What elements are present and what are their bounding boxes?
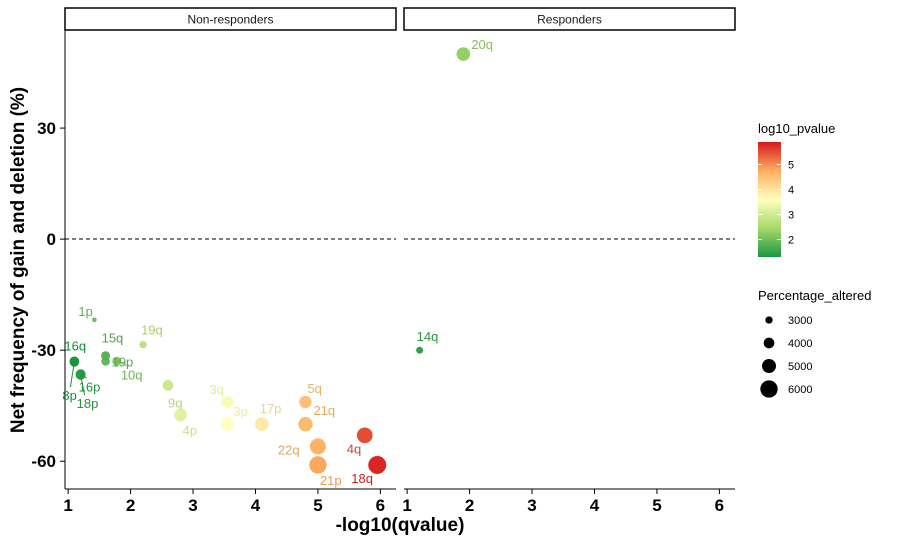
size-legend-label: 6000 (788, 384, 812, 396)
point-label-20q: 20q (471, 37, 493, 52)
data-point-17p (254, 417, 269, 432)
leader-line (116, 360, 130, 367)
x-tick-label: 6 (376, 496, 385, 515)
x-tick-label: 2 (465, 496, 474, 515)
data-point-3q (221, 395, 234, 409)
point-label-1p: 1p (78, 304, 92, 319)
data-point-1p (92, 317, 97, 323)
y-tick-label: 30 (37, 119, 56, 138)
size-legend-label: 4000 (788, 338, 812, 350)
data-point-9q (162, 380, 174, 391)
point-label-5q: 5q (307, 381, 321, 396)
color-legend: log10_pvalue 2 3 4 5 (758, 121, 835, 257)
size-legend-key (760, 380, 778, 398)
point-label-10q: 10q (121, 367, 143, 382)
data-point-15q (101, 351, 111, 361)
point-label-22q: 22q (278, 442, 300, 457)
x-tick-label: 3 (188, 496, 197, 515)
data-point-14q (416, 346, 424, 354)
size-legend-label: 5000 (788, 361, 812, 373)
color-bar (758, 142, 781, 257)
data-point-19q (139, 340, 147, 349)
size-legend-key (765, 316, 773, 324)
point-label-18p: 18p (77, 396, 99, 411)
x-tick-label: 1 (63, 496, 72, 515)
x-tick-label: 5 (652, 496, 661, 515)
x-tick-label: 1 (402, 496, 411, 515)
axis-ticks: 300-30-601 2 3 4 5 6 1 2 3 4 5 6 (31, 119, 724, 515)
x-axis-title: -log10(qvalue) (336, 515, 465, 536)
point-label-18q: 18q (351, 471, 373, 486)
color-legend-title: log10_pvalue (758, 121, 835, 136)
x-tick-label: 6 (715, 496, 724, 515)
size-legend-key (762, 359, 776, 373)
data-point-5q (299, 395, 312, 409)
color-tick-label: 5 (788, 160, 794, 172)
x-tick-label: 2 (126, 496, 135, 515)
y-tick-label: 0 (47, 230, 56, 249)
data-point-22q (309, 438, 326, 455)
leader-line (69, 361, 75, 388)
y-tick-label: -60 (31, 452, 56, 471)
point-label-4p: 4p (183, 423, 197, 438)
color-tick-label: 2 (788, 235, 794, 247)
data-point-4q (356, 427, 373, 444)
data-point-16q (69, 356, 80, 367)
x-tick-label: 4 (251, 496, 261, 515)
point-label-3q: 3q (209, 382, 223, 397)
data-point-18q (368, 455, 387, 474)
facet-strip-right: Responders (403, 7, 736, 31)
point-label-16q: 16q (64, 338, 86, 353)
size-legend-key (763, 337, 775, 349)
point-label-9q: 9q (168, 395, 182, 410)
point-label-17p: 17p (260, 401, 282, 416)
y-axis-title: Net frequency of gain and deletion (%) (8, 87, 29, 433)
leader-line (80, 374, 86, 396)
y-tick-label: -30 (31, 341, 56, 360)
data-point-21p (309, 456, 327, 474)
size-legend: Percentage_altered 3000 4000 5000 6000 (758, 288, 871, 398)
color-tick-label: 3 (788, 210, 794, 222)
facet-label-nonresponders: Non-responders (187, 13, 273, 27)
data-point-3p (220, 417, 235, 432)
size-legend-label: 3000 (788, 315, 812, 327)
point-label-21p: 21p (320, 473, 342, 488)
point-label-14q: 14q (417, 329, 439, 344)
facet-strip-left: Non-responders (64, 7, 397, 31)
facet-label-responders: Responders (537, 13, 602, 27)
x-tick-label: 4 (590, 496, 600, 515)
point-label-15q: 15q (102, 331, 124, 346)
color-tick-label: 4 (788, 185, 794, 197)
x-tick-label: 5 (313, 496, 322, 515)
point-label-3p: 3p (233, 404, 247, 419)
data-points (69, 47, 471, 474)
size-legend-title: Percentage_altered (758, 288, 871, 303)
data-point-4p (174, 408, 187, 422)
point-label-8p: 8p (62, 388, 76, 403)
data-point-21q (298, 417, 313, 432)
data-point-20q (456, 47, 471, 61)
point-label-19q: 19q (141, 323, 163, 338)
point-label-21q: 21q (313, 403, 335, 418)
point-label-4q: 4q (347, 441, 361, 456)
leader-line (80, 373, 87, 379)
x-tick-label: 3 (527, 496, 536, 515)
